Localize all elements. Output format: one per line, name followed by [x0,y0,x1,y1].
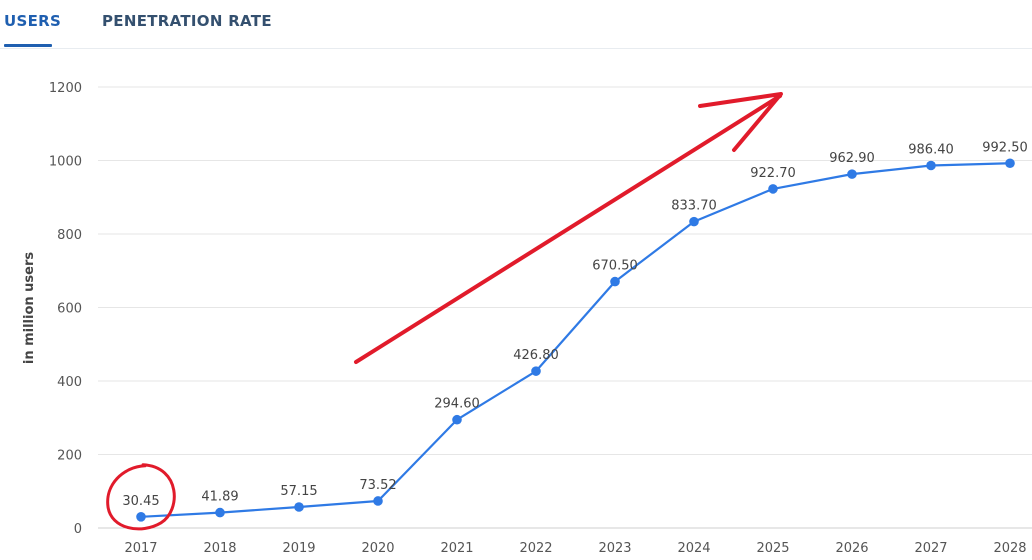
x-tick-label: 2028 [993,541,1026,556]
data-label: 670.50 [592,259,638,274]
data-point [136,512,146,522]
data-point [531,366,541,376]
tab-penetration-rate[interactable]: PENETRATION RATE [102,12,272,30]
y-tick-label: 400 [57,375,82,390]
data-label: 30.45 [122,494,159,509]
annotation-circle [106,463,176,531]
data-point [847,169,857,179]
y-tick-label: 200 [57,449,82,464]
x-tick-label: 2024 [677,541,710,556]
x-tick-label: 2023 [598,541,631,556]
data-point [215,507,225,518]
tab-bar: USERS PENETRATION RATE [0,0,1032,49]
data-point [610,276,620,287]
data-label: 833.70 [671,199,717,214]
data-label: 73.52 [359,478,396,493]
series-line [140,162,1011,518]
data-label: 294.60 [434,397,480,412]
data-label: 962.90 [829,151,875,166]
x-tick-label: 2026 [835,541,868,556]
data-label: 992.50 [982,140,1028,155]
data-point [768,184,778,194]
data-label: 41.89 [201,490,238,505]
data-label: 57.15 [280,484,317,499]
data-label: 922.70 [750,166,796,181]
y-tick-label: 1000 [49,155,82,170]
x-tick-label: 2021 [440,541,473,556]
x-tick-label: 2019 [282,541,315,556]
data-point [1005,158,1015,169]
x-tick-label: 2022 [519,541,552,556]
x-tick-label: 2017 [124,541,157,556]
x-tick-label: 2025 [756,541,789,556]
data-point [689,216,699,227]
data-point [452,414,462,425]
data-point [926,160,936,171]
data-label: 426.80 [513,348,559,363]
x-tick-label: 2018 [203,541,236,556]
y-tick-label: 1200 [49,81,82,96]
y-axis-title: in million users [22,252,37,365]
active-tab-indicator [4,44,52,47]
y-tick-label: 0 [74,522,82,537]
data-point [294,502,304,512]
data-point [373,496,383,506]
y-tick-label: 600 [57,302,82,317]
y-tick-label: 800 [57,228,82,243]
x-tick-label: 2027 [914,541,947,556]
tab-users[interactable]: USERS [4,12,62,30]
annotation-arrow [354,92,783,364]
x-tick-label: 2020 [361,541,394,556]
data-label: 986.40 [908,142,954,157]
